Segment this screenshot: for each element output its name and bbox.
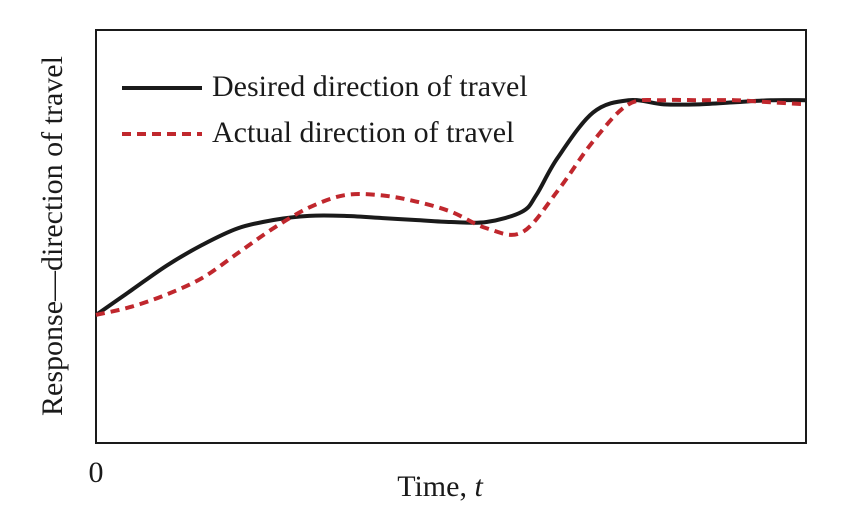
y-axis-label: Response—direction of travel	[36, 56, 69, 416]
series-layer	[94, 97, 807, 317]
series-line-actual	[95, 97, 807, 317]
plot-area	[95, 29, 807, 444]
series-line-desired	[94, 97, 807, 317]
plot-frame	[95, 29, 807, 444]
x-tick-label-0: 0	[89, 456, 104, 489]
x-axis-variable: t	[474, 470, 483, 503]
x-axis-label-text: Time,	[397, 470, 474, 503]
x-axis-label: Time, t	[397, 470, 483, 503]
legend: Desired direction of travel Actual direct…	[122, 70, 528, 149]
legend-label-desired: Desired direction of travel	[212, 70, 528, 103]
legend-label-actual: Actual direction of travel	[212, 116, 514, 149]
